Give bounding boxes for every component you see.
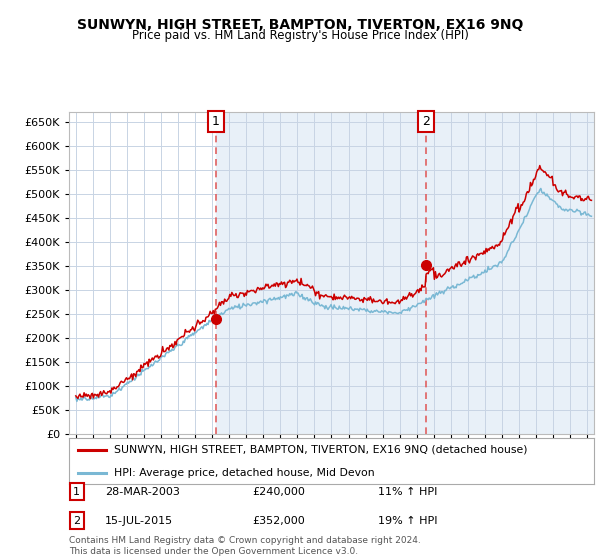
Text: SUNWYN, HIGH STREET, BAMPTON, TIVERTON, EX16 9NQ (detached house): SUNWYN, HIGH STREET, BAMPTON, TIVERTON, …	[113, 445, 527, 455]
Text: 2: 2	[73, 516, 80, 526]
Text: £352,000: £352,000	[252, 516, 305, 526]
Text: 2: 2	[422, 115, 430, 128]
Text: 1: 1	[73, 487, 80, 497]
Text: 28-MAR-2003: 28-MAR-2003	[105, 487, 180, 497]
Text: 19% ↑ HPI: 19% ↑ HPI	[378, 516, 437, 526]
Text: HPI: Average price, detached house, Mid Devon: HPI: Average price, detached house, Mid …	[113, 468, 374, 478]
Text: £240,000: £240,000	[252, 487, 305, 497]
Text: Price paid vs. HM Land Registry's House Price Index (HPI): Price paid vs. HM Land Registry's House …	[131, 29, 469, 42]
Text: 11% ↑ HPI: 11% ↑ HPI	[378, 487, 437, 497]
Bar	[216, 112, 600, 434]
Text: 15-JUL-2015: 15-JUL-2015	[105, 516, 173, 526]
Text: Contains HM Land Registry data © Crown copyright and database right 2024.
This d: Contains HM Land Registry data © Crown c…	[69, 536, 421, 556]
Text: SUNWYN, HIGH STREET, BAMPTON, TIVERTON, EX16 9NQ: SUNWYN, HIGH STREET, BAMPTON, TIVERTON, …	[77, 18, 523, 32]
Text: 1: 1	[212, 115, 220, 128]
